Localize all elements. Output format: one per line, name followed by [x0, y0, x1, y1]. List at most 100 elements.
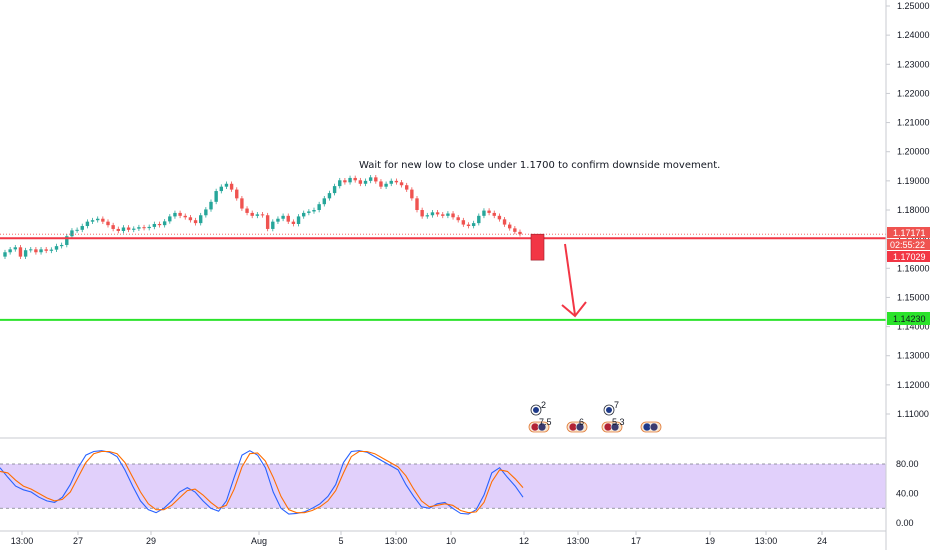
candle-body: [101, 218, 105, 222]
candle-body: [224, 183, 229, 187]
flag-eu-icon[interactable]: 7: [603, 400, 619, 416]
time-tick-label: 27: [73, 536, 83, 546]
candle-body: [90, 220, 95, 222]
candle-body: [111, 225, 115, 229]
time-tick-label: 17: [631, 536, 641, 546]
annotation-text[interactable]: Wait for new low to close under 1.1700 t…: [359, 160, 720, 171]
candle-body: [379, 181, 383, 187]
candle-body: [307, 211, 311, 213]
time-tick-label: 19: [705, 536, 715, 546]
candle-body: [441, 214, 445, 216]
candle-body: [168, 216, 172, 222]
candle-body: [85, 221, 90, 227]
candle-body: [276, 218, 280, 222]
candle-body: [338, 180, 342, 187]
candle-body: [281, 215, 285, 219]
candle-body: [368, 177, 373, 181]
price-tick-label: 1.18000: [897, 205, 930, 215]
candle-body: [204, 209, 208, 216]
time-tick-label: 13:00: [755, 536, 778, 546]
down-arrow[interactable]: [561, 243, 587, 318]
countdown-tag: 02:55:22: [887, 239, 930, 250]
candle-body: [358, 180, 363, 184]
candle-body: [23, 250, 28, 257]
candle-body: [389, 180, 393, 184]
candle-body: [302, 212, 306, 217]
horizontal-levels[interactable]: [0, 233, 886, 321]
event-value: 7: [614, 400, 619, 410]
candle-body: [245, 208, 249, 213]
candle-body: [477, 215, 481, 224]
candle-body: [39, 249, 43, 253]
economic-events[interactable]: 2 7.5 6 7 5.3: [528, 400, 662, 433]
candle-body: [255, 214, 260, 216]
candle-body: [229, 183, 234, 190]
candle-body: [513, 228, 517, 232]
candle-body: [312, 210, 316, 212]
candle-body: [497, 215, 502, 220]
stochastic-tick-label: 40.00: [896, 489, 919, 499]
candle-body: [59, 244, 64, 247]
candle-body: [492, 212, 496, 216]
flag-eu-icon[interactable]: [640, 421, 662, 433]
candle-body: [327, 193, 332, 199]
candle-body: [260, 214, 265, 216]
flag-us-icon[interactable]: 5.3: [601, 417, 625, 433]
price-tick-label: 1.11000: [897, 409, 929, 419]
svg-text:1.14230: 1.14230: [893, 314, 926, 324]
candle-body: [121, 227, 126, 231]
time-tick-label: 24: [817, 536, 827, 546]
stochastic-axis: 80.00 40.00 0.00: [896, 459, 919, 528]
candle-body: [291, 221, 296, 224]
candle-body: [482, 210, 486, 216]
time-axis[interactable]: 13:00 27 29 Aug 5 13:00 10 12 13:00 17 19 13:00 24: [11, 531, 827, 546]
candle-body: [271, 221, 275, 229]
time-tick-label: 10: [446, 536, 456, 546]
price-tick-label: 1.13000: [897, 351, 930, 361]
candle-body: [420, 210, 424, 217]
candle-body: [322, 198, 326, 205]
candle-body: [446, 213, 450, 216]
svg-text:1.17171: 1.17171: [893, 228, 926, 238]
candle-body: [157, 223, 162, 226]
candle-body: [405, 185, 409, 190]
candle-body: [75, 229, 79, 231]
event-value: 5.3: [612, 417, 625, 427]
candle-body: [137, 227, 141, 229]
projected-bar[interactable]: [530, 233, 545, 261]
candle-body: [502, 219, 507, 225]
price-tick-label: 1.21000: [897, 118, 930, 128]
candle-body: [8, 249, 12, 253]
candle-body: [518, 231, 522, 235]
candle-body: [348, 177, 352, 183]
candle-body: [487, 210, 491, 213]
candle-body: [435, 212, 440, 215]
candle-body: [415, 198, 419, 210]
candle-body: [29, 249, 33, 251]
price-axis[interactable]: 1.25000 1.24000 1.23000 1.22000 1.21000 1.200…: [886, 1, 930, 419]
candle-body: [178, 212, 182, 216]
candle-body: [430, 212, 435, 216]
time-tick-label: 29: [146, 536, 156, 546]
price-tick-label: 1.19000: [897, 176, 930, 186]
flag-us-icon[interactable]: 7.5: [528, 417, 552, 433]
candle-body: [466, 224, 471, 227]
candle-body: [317, 204, 321, 210]
candle-body: [461, 220, 466, 225]
flag-eu-icon[interactable]: 2: [530, 400, 546, 416]
candle-body: [219, 186, 223, 192]
candle-body: [116, 228, 120, 231]
price-tick-label: 1.14000: [897, 322, 930, 332]
candle-body: [456, 217, 460, 221]
candle-body: [296, 216, 301, 224]
candle-body: [13, 247, 17, 250]
candle-body: [240, 198, 244, 209]
candle-body: [286, 215, 290, 222]
candle-body: [250, 212, 254, 216]
green-level-tag: 1.14230: [887, 312, 930, 325]
candle-body: [471, 223, 476, 227]
time-tick-label: 5: [338, 536, 343, 546]
flag-us-icon[interactable]: 6: [566, 417, 588, 433]
candle-body: [106, 221, 110, 226]
